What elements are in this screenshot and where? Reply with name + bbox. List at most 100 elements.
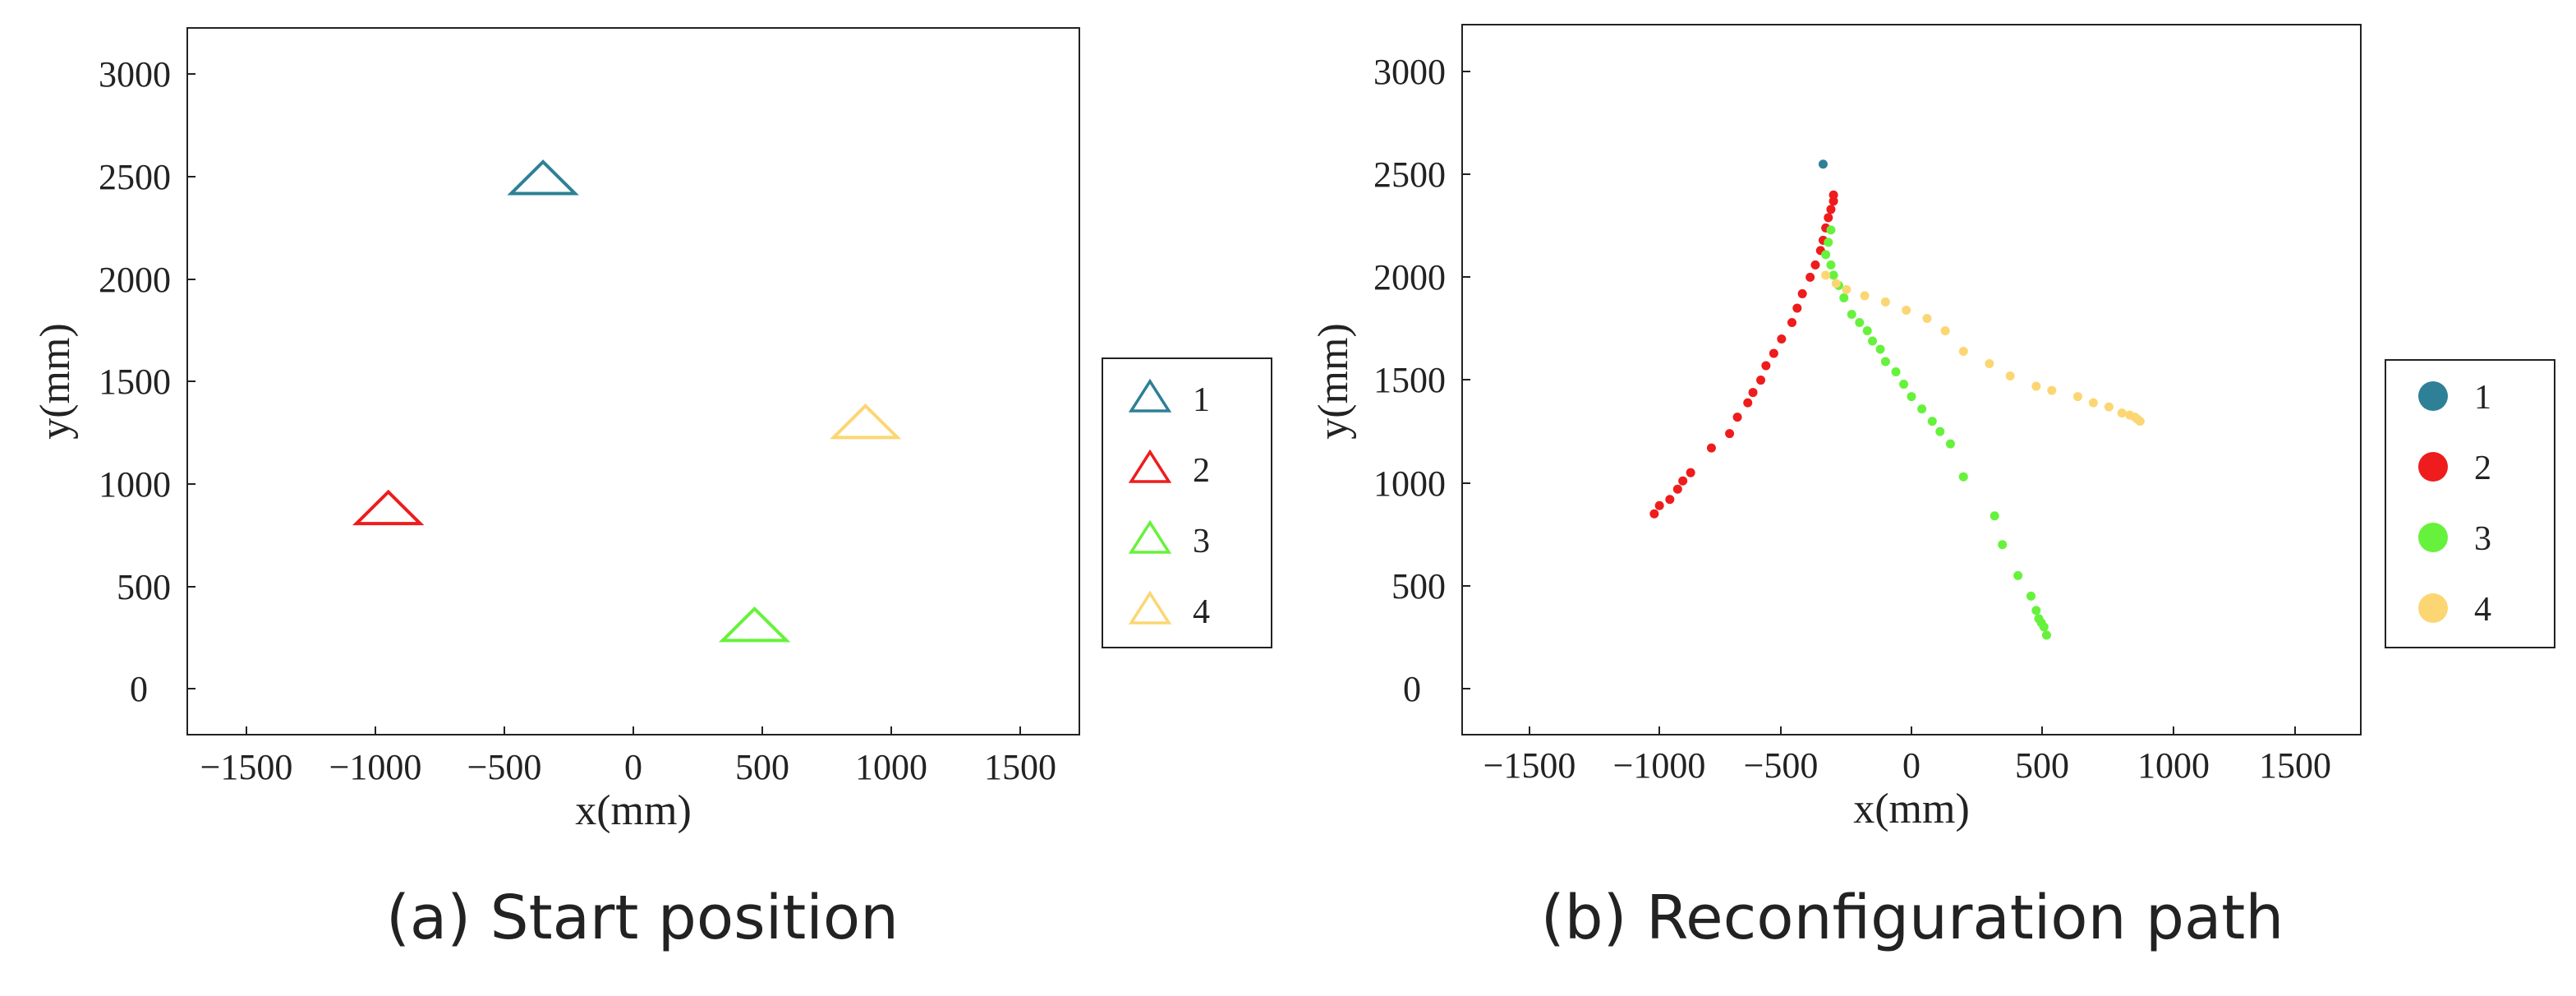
- legend-label-b-2: 2: [2474, 450, 2491, 487]
- data-point-b-series-3-29: [2041, 630, 2051, 640]
- y-tick-label-a-0: 0: [130, 669, 148, 709]
- x-axis-title-a: x(mm): [575, 787, 692, 834]
- y-tick-label-b-1000: 1000: [1373, 463, 1446, 504]
- data-point-b-series-4-2: [1842, 284, 1852, 294]
- data-point-b-series-2-8: [1732, 413, 1742, 422]
- y-tick-label-b-2000: 2000: [1373, 257, 1446, 297]
- data-point-b-series-4-8: [1958, 347, 1968, 357]
- x-tick-label-b-500: 500: [2015, 745, 2069, 786]
- x-tick-label-b-n1500: −1500: [1484, 745, 1576, 786]
- x-tick-label-a-500: 500: [735, 747, 789, 787]
- y-tick-label-a-1000: 1000: [99, 464, 171, 505]
- data-point-b-series-3-4: [1828, 270, 1838, 280]
- y-tick-label-a-2000: 2000: [99, 260, 171, 300]
- data-point-b-series-2-15: [1787, 317, 1797, 327]
- y-tick-label-b-3000: 3000: [1373, 52, 1446, 92]
- legend-a: 1 2 3 4: [1102, 357, 1272, 648]
- x-ticks-b: −1500 −1000 −500 0 500 1000 1500: [1484, 726, 2331, 786]
- legend-b: 1 2 3 4: [2385, 359, 2555, 648]
- data-point-b-series-2-2: [1665, 495, 1675, 505]
- data-point-a-series-3-0: [718, 606, 791, 643]
- legend-label-a-1: 1: [1193, 381, 1210, 419]
- legend-marker-b-4: [2418, 593, 2448, 623]
- data-point-b-series-1-0: [1818, 159, 1828, 169]
- data-point-b-series-2-17: [1797, 288, 1807, 298]
- x-axis-title-b: x(mm): [1853, 786, 1970, 832]
- data-point-b-series-3-25: [2031, 606, 2041, 616]
- legend-marker-b-1: [2418, 381, 2448, 411]
- data-point-b-series-2-18: [1806, 272, 1815, 282]
- legend-label-a-2: 2: [1193, 452, 1210, 490]
- data-point-a-series-4-0: [829, 403, 902, 440]
- data-point-b-series-3-19: [1945, 439, 1955, 449]
- x-tick-label-a-n500: −500: [467, 747, 542, 787]
- data-point-b-series-2-6: [1706, 443, 1716, 453]
- data-point-b-series-2-5: [1686, 468, 1695, 477]
- data-point-b-series-4-20: [2135, 417, 2145, 427]
- data-point-b-series-3-15: [1907, 392, 1916, 402]
- data-point-b-series-3-6: [1839, 293, 1849, 302]
- data-point-b-series-3-9: [1862, 325, 1872, 335]
- x-tick-label-b-1000: 1000: [2137, 745, 2210, 786]
- y-tick-label-a-1500: 1500: [99, 362, 171, 402]
- data-point-b-series-3-23: [2013, 570, 2023, 580]
- data-point-b-series-2-14: [1777, 334, 1787, 344]
- data-point-b-series-3-21: [1990, 511, 1999, 521]
- data-point-b-series-2-7: [1725, 429, 1735, 439]
- data-point-b-series-3-7: [1847, 309, 1856, 319]
- data-point-b-series-3-2: [1821, 250, 1831, 260]
- data-point-b-series-2-16: [1792, 303, 1802, 313]
- data-point-a-series-2-0: [352, 489, 425, 526]
- data-point-b-series-4-11: [2031, 381, 2041, 391]
- x-tick-label-a-n1500: −1500: [200, 747, 293, 787]
- data-point-b-series-3-3: [1826, 260, 1836, 270]
- data-point-b-series-2-3: [1672, 484, 1682, 494]
- data-point-b-series-3-10: [1868, 336, 1878, 346]
- data-point-b-series-3-28: [2039, 622, 2049, 632]
- data-point-b-series-2-24: [1826, 205, 1836, 214]
- data-point-b-series-4-4: [1880, 297, 1890, 307]
- y-axis-title-b: y(mm): [1310, 323, 1357, 440]
- legend-label-a-4: 4: [1193, 593, 1210, 631]
- x-tick-label-a-1500: 1500: [984, 747, 1056, 787]
- legend-marker-a-4: [1128, 590, 1172, 625]
- x-tick-label-a-0: 0: [624, 747, 642, 787]
- data-point-b-series-4-7: [1940, 325, 1950, 335]
- y-tick-label-a-500: 500: [117, 567, 171, 607]
- data-point-b-series-3-18: [1935, 427, 1945, 436]
- legend-label-a-3: 3: [1193, 523, 1210, 560]
- y-tick-label-a-3000: 3000: [99, 54, 171, 95]
- data-point-b-series-3-13: [1891, 367, 1901, 377]
- data-point-b-series-2-23: [1824, 213, 1833, 223]
- x-tick-label-b-1500: 1500: [2259, 745, 2331, 786]
- data-point-b-series-3-12: [1880, 357, 1890, 367]
- data-point-b-series-2-1: [1654, 500, 1664, 510]
- legend-marker-a-1: [1128, 378, 1172, 413]
- legend-box-b: [2385, 359, 2555, 648]
- y-ticks-a: 0 500 1000 1500 2000 2500 3000: [99, 54, 196, 709]
- x-tick-label-b-0: 0: [1902, 745, 1920, 786]
- caption-a: (a) Start position: [386, 883, 899, 953]
- data-point-b-series-3-1: [1824, 237, 1833, 247]
- legend-marker-b-2: [2418, 452, 2448, 482]
- data-point-b-series-4-10: [2005, 371, 2015, 381]
- data-point-b-series-4-15: [2104, 402, 2114, 412]
- data-point-b-series-2-0: [1649, 509, 1659, 519]
- data-point-b-series-4-14: [2088, 398, 2098, 408]
- y-tick-label-b-500: 500: [1392, 566, 1446, 606]
- data-point-b-series-3-17: [1927, 417, 1937, 427]
- caption-b: (b) Reconfiguration path: [1541, 883, 2284, 953]
- data-point-a-series-1-0: [507, 159, 579, 196]
- data-point-b-series-3-14: [1899, 380, 1909, 390]
- y-tick-label-b-1500: 1500: [1373, 360, 1446, 400]
- data-point-b-series-4-9: [1985, 359, 1994, 369]
- legend-label-b-4: 4: [2474, 591, 2491, 629]
- data-point-b-series-4-16: [2117, 408, 2127, 418]
- data-point-b-series-3-20: [1958, 472, 1968, 482]
- data-point-b-series-2-12: [1761, 361, 1771, 371]
- data-point-b-series-4-12: [2047, 385, 2057, 395]
- x-tick-label-b-n1000: −1000: [1613, 745, 1706, 786]
- data-point-b-series-3-16: [1917, 404, 1927, 414]
- y-ticks-b: 0 500 1000 1500 2000 2500 3000: [1373, 52, 1470, 709]
- data-point-b-series-4-5: [1902, 305, 1911, 315]
